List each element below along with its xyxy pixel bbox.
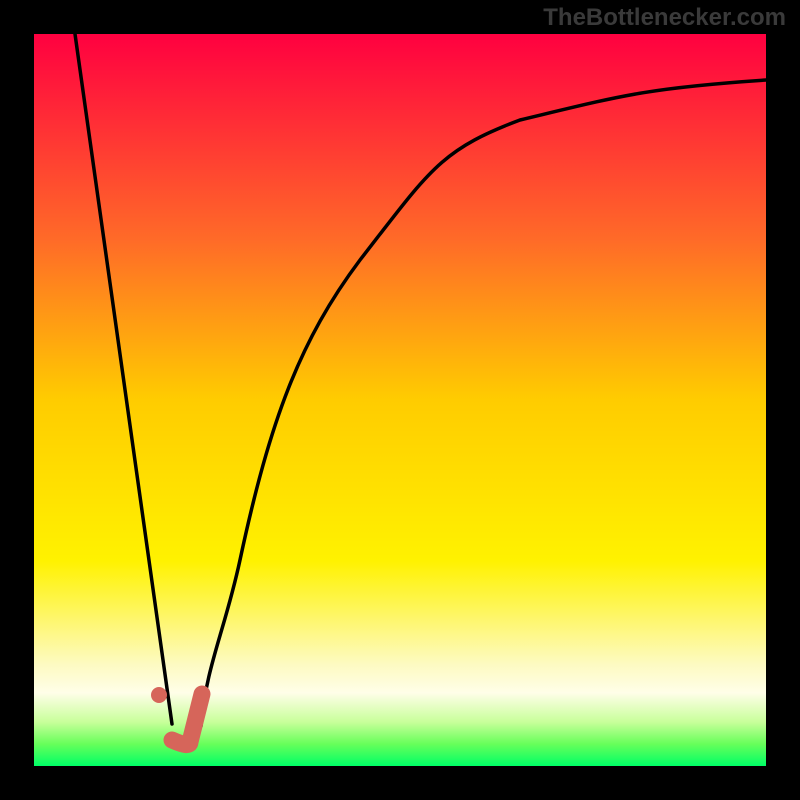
bottleneck-chart [0,0,800,800]
chart-container: TheBottlenecker.com [0,0,800,800]
watermark-text: TheBottlenecker.com [543,4,786,32]
plot-area [34,34,766,766]
marker-dot [151,687,167,703]
